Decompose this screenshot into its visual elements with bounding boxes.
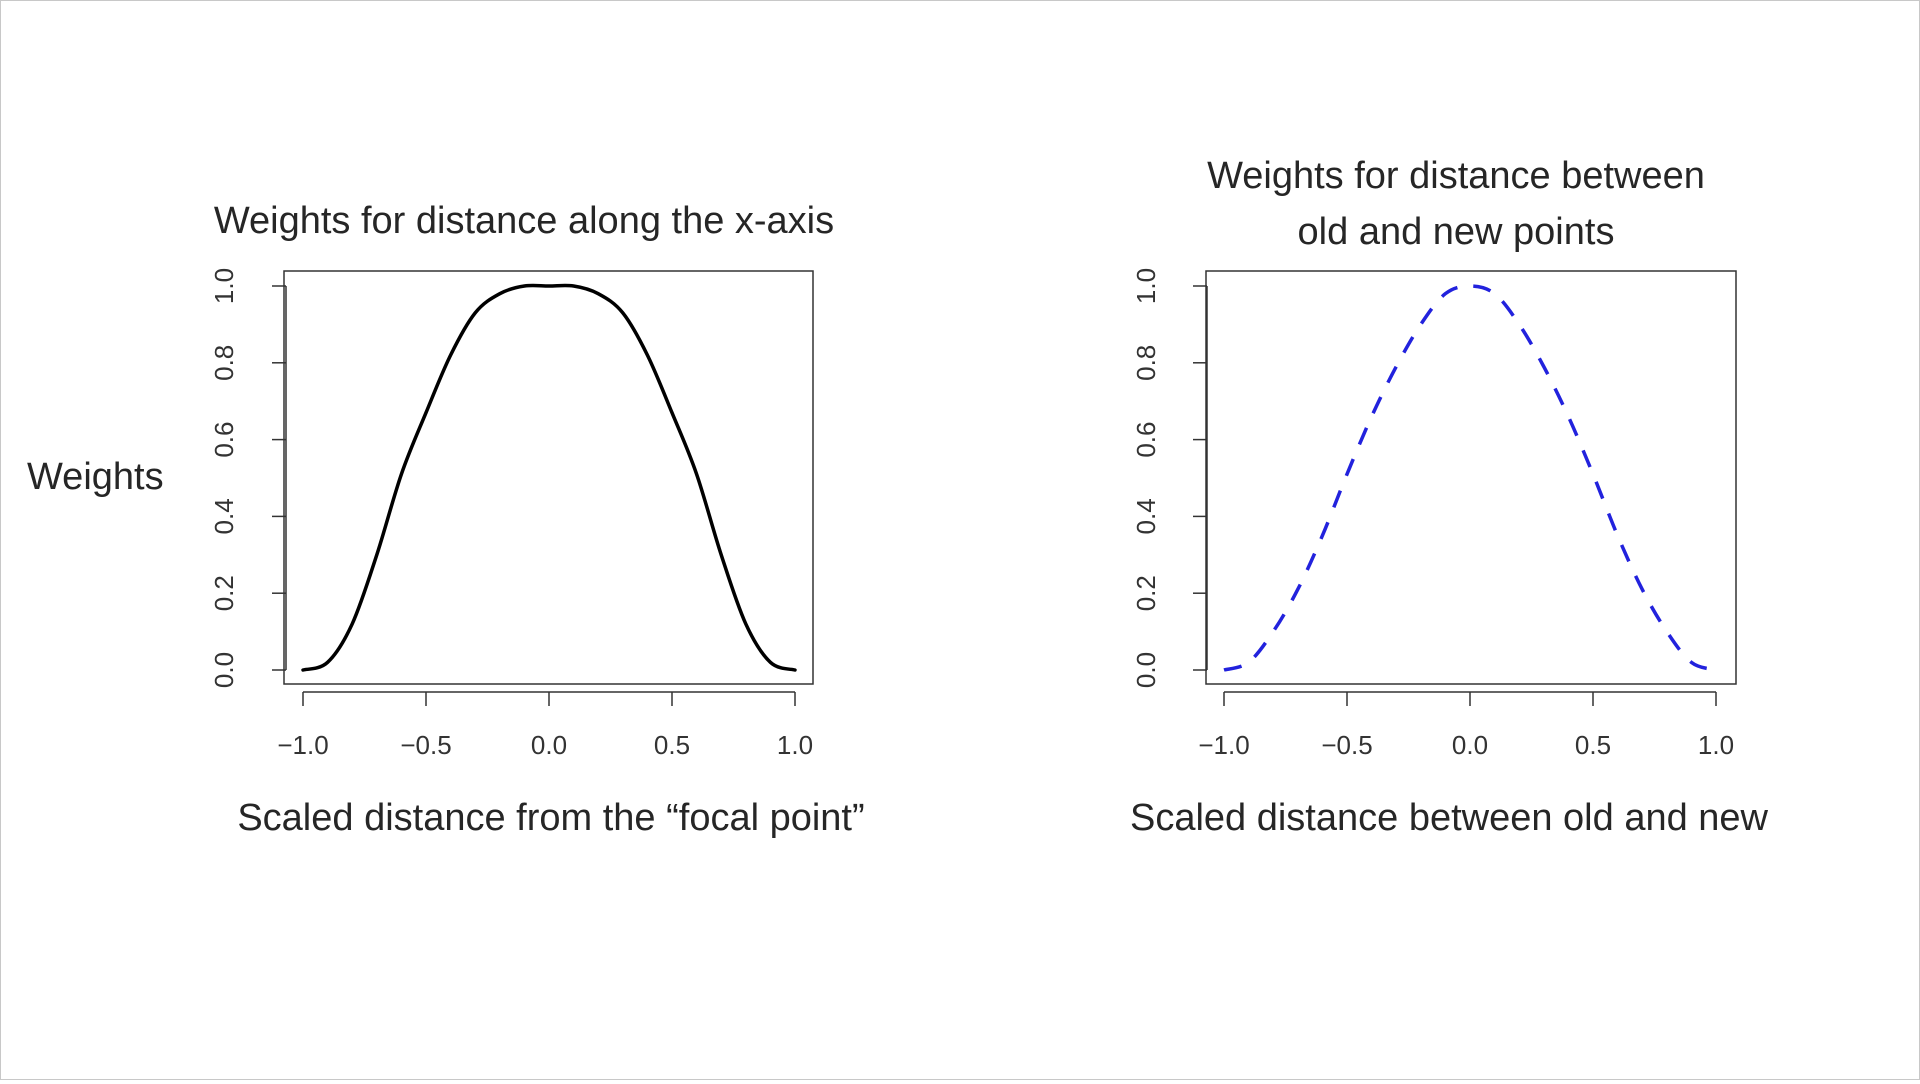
- chart-title-left: Weights for distance along the x-axis: [214, 200, 834, 242]
- y-tick-label: 0.2: [209, 575, 239, 611]
- x-tick-label: 1.0: [777, 730, 813, 760]
- y-tick-label: 0.4: [1131, 498, 1161, 534]
- chart-title-line: Weights for distance between: [1207, 155, 1705, 197]
- kernel-curve-left: [301, 283, 797, 672]
- y-tick-label: 1.0: [1131, 268, 1161, 304]
- x-axis-label-right: Scaled distance between old and new: [1130, 797, 1769, 839]
- y-axis-left: 0.0 0.2 0.4 0.6 0.8 1.0: [209, 268, 287, 688]
- chart-left: 0.0 0.2 0.4 0.6 0.8 1.0 −1.0 −0.5 0.0 0.5 1.0: [209, 268, 814, 760]
- chart-title-right: Weights for distance between old and new …: [1207, 155, 1705, 253]
- y-tick-label: 0.2: [1131, 575, 1161, 611]
- chart-title-line: old and new points: [1298, 211, 1615, 253]
- kernel-curve-right: [1223, 284, 1717, 672]
- y-tick-label: 0.4: [209, 498, 239, 534]
- x-axis-right: −1.0 −0.5 0.0 0.5 1.0: [1198, 691, 1734, 760]
- x-tick-label: −1.0: [277, 730, 328, 760]
- x-tick-label: 0.5: [654, 730, 690, 760]
- x-tick-label: 1.0: [1698, 730, 1734, 760]
- x-axis-label-left: Scaled distance from the “focal point”: [237, 797, 864, 839]
- y-tick-label: 0.0: [209, 652, 239, 688]
- y-tick-label: 1.0: [209, 268, 239, 304]
- chart-right: 0.0 0.2 0.4 0.6 0.8 1.0 −1.0 −0.5 0.0 0.5 1.0: [1131, 268, 1737, 760]
- y-tick-label: 0.8: [1131, 345, 1161, 381]
- x-tick-label: −0.5: [1321, 730, 1372, 760]
- x-axis-left: −1.0 −0.5 0.0 0.5 1.0: [277, 691, 813, 760]
- x-tick-label: 0.0: [1452, 730, 1488, 760]
- x-tick-label: −1.0: [1198, 730, 1249, 760]
- x-tick-label: 0.5: [1575, 730, 1611, 760]
- plot-frame-right: [1205, 270, 1737, 685]
- y-tick-label: 0.6: [209, 422, 239, 458]
- x-tick-label: −0.5: [400, 730, 451, 760]
- x-tick-label: 0.0: [531, 730, 567, 760]
- plot-frame-left: [283, 270, 814, 685]
- y-axis-right: 0.0 0.2 0.4 0.6 0.8 1.0: [1131, 268, 1208, 688]
- y-tick-label: 0.8: [209, 345, 239, 381]
- y-tick-label: 0.6: [1131, 422, 1161, 458]
- weights-label: Weights: [27, 456, 164, 498]
- y-tick-label: 0.0: [1131, 652, 1161, 688]
